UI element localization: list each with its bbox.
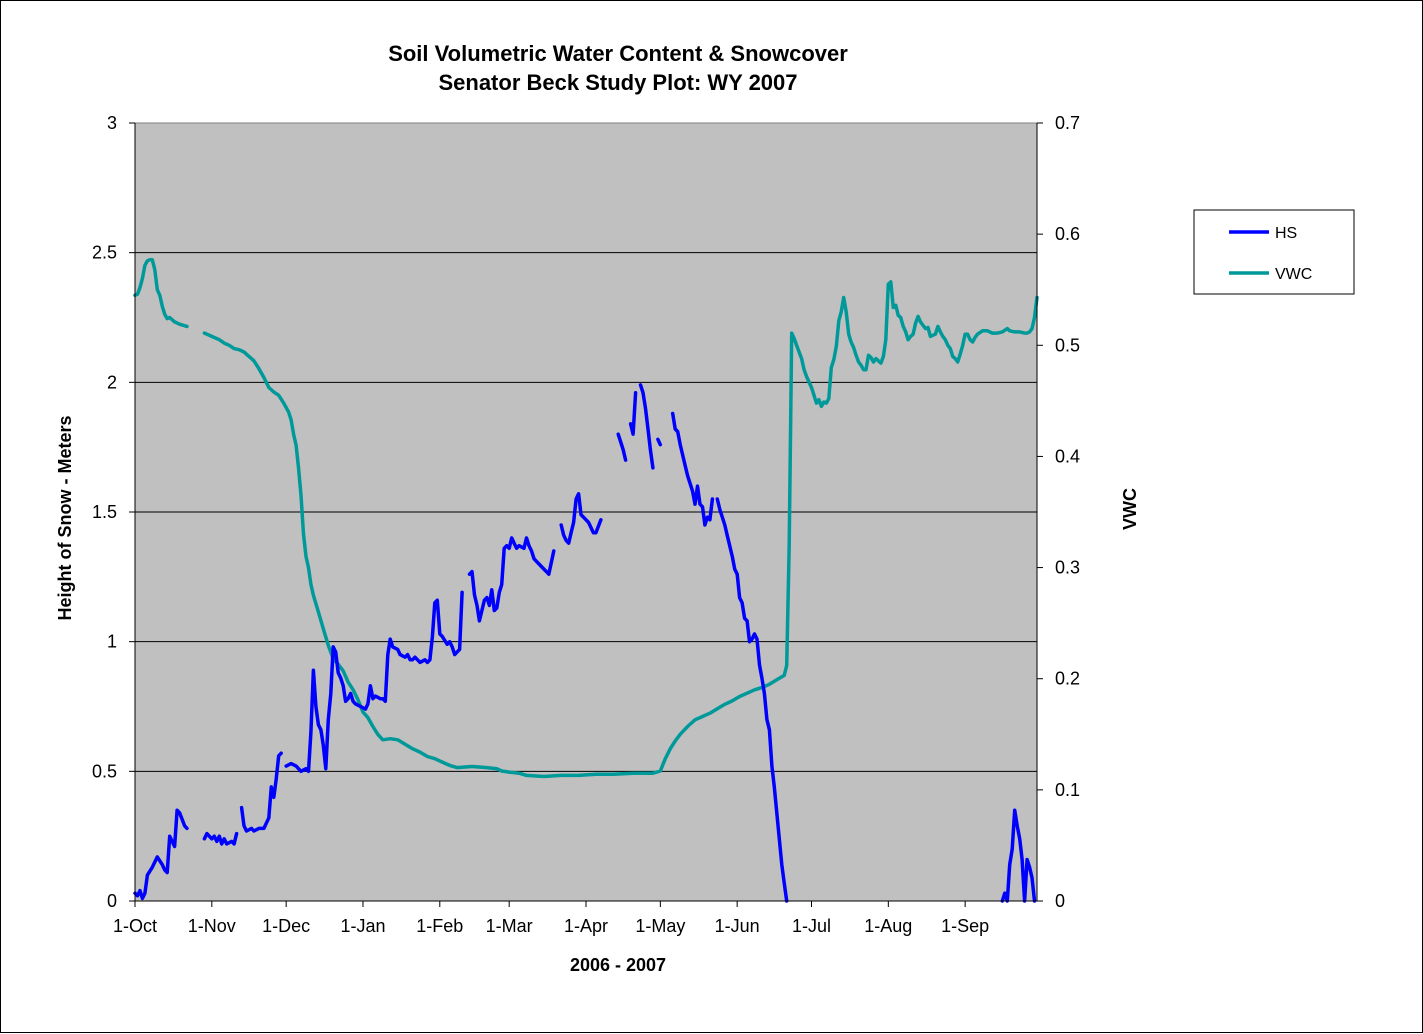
y2-tick-label: 0.5 xyxy=(1055,335,1080,355)
y-tick-label: 0 xyxy=(107,891,117,911)
y-tick-label: 2 xyxy=(107,372,117,392)
series-line-hs xyxy=(202,831,239,846)
series-line-hs xyxy=(670,411,715,527)
series-line-hs xyxy=(628,390,638,436)
series-line-hs xyxy=(239,751,283,833)
axes: 0 0.5 1 1.5 2 2.5 3 0 0.1 0.2 0.3 0.4 0.5 0.6 0.7 1-Oct… xyxy=(92,113,1080,936)
series-layer xyxy=(133,257,1039,903)
x-tick-label: 1-Dec xyxy=(262,916,310,936)
series-line-hs xyxy=(616,432,628,462)
x-tick-label: 1-Jun xyxy=(715,916,760,936)
x-tick-label: 1-Jul xyxy=(792,916,831,936)
series-vwc xyxy=(133,257,1039,779)
series-line-hs xyxy=(467,536,556,623)
legend-label-vwc: VWC xyxy=(1275,266,1312,283)
legend-box xyxy=(1193,209,1355,295)
y-tick-label: 1.5 xyxy=(92,502,117,522)
series-hs xyxy=(133,383,1037,903)
x-tick-label: 1-Aug xyxy=(864,916,912,936)
chart-title: Soil Volumetric Water Content & Snowcove… xyxy=(388,41,848,66)
x-tick-label: 1-May xyxy=(635,916,685,936)
series-line-hs xyxy=(559,492,603,545)
y-tick-label: 2.5 xyxy=(92,243,117,263)
series-line-hs xyxy=(1000,808,1037,903)
series-line-hs xyxy=(284,590,464,774)
y2-tick-label: 0.7 xyxy=(1055,113,1080,133)
series-line-hs xyxy=(133,808,189,901)
x-tick-label: 1-Nov xyxy=(188,916,236,936)
series-line-hs xyxy=(715,497,789,903)
gridlines xyxy=(135,252,1037,772)
x-tick-label: 1-Apr xyxy=(564,916,608,936)
y-axis-title: Height of Snow - Meters xyxy=(55,415,75,620)
y-tick-label: 0.5 xyxy=(92,761,117,781)
x-axis-title: 2006 - 2007 xyxy=(570,955,666,975)
series-line-vwc xyxy=(133,257,189,329)
series-line-hs xyxy=(638,383,655,470)
series-line-vwc xyxy=(202,280,1039,779)
y2-tick-label: 0 xyxy=(1055,891,1065,911)
y-tick-label: 1 xyxy=(107,632,117,652)
y2-tick-label: 0.3 xyxy=(1055,558,1080,578)
y2-tick-label: 0.1 xyxy=(1055,780,1080,800)
x-tick-label: 1-Sep xyxy=(941,916,989,936)
series-line-hs xyxy=(656,437,663,447)
chart-subtitle: Senator Beck Study Plot: WY 2007 xyxy=(438,70,797,95)
x-tick-label: 1-Jan xyxy=(340,916,385,936)
legend: HS VWC xyxy=(1193,209,1355,295)
y-tick-label: 3 xyxy=(107,113,117,133)
legend-label-hs: HS xyxy=(1275,225,1297,242)
x-tick-label: 1-Feb xyxy=(416,916,463,936)
x-tick-label: 1-Mar xyxy=(486,916,533,936)
y2-axis-title: VWC xyxy=(1120,488,1140,530)
x-tick-label: 1-Oct xyxy=(113,916,157,936)
y2-tick-label: 0.2 xyxy=(1055,669,1080,689)
y2-tick-label: 0.4 xyxy=(1055,446,1080,466)
y2-tick-label: 0.6 xyxy=(1055,224,1080,244)
